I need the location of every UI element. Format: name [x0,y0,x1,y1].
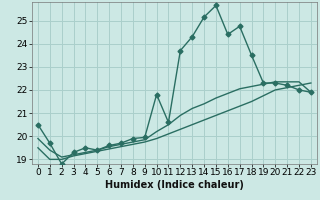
X-axis label: Humidex (Indice chaleur): Humidex (Indice chaleur) [105,180,244,190]
